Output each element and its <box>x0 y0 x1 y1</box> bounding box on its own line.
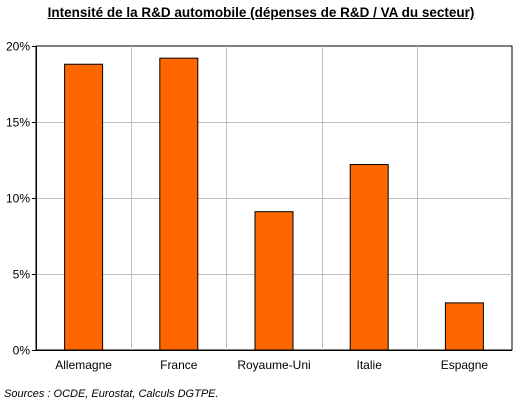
x-tick-label: Espagne <box>441 358 489 372</box>
bar-france <box>159 57 199 351</box>
x-tick-label: France <box>160 358 198 372</box>
source-note: Sources : OCDE, Eurostat, Calculs DGTPE. <box>4 388 219 400</box>
y-tick-label: 0% <box>13 344 31 358</box>
bar-espagne <box>444 302 484 351</box>
chart-title: Intensité de la R&D automobile (dépenses… <box>47 5 475 20</box>
y-tick-label: 20% <box>6 40 30 54</box>
bar-italie <box>349 164 389 351</box>
x-tick-label: Italie <box>357 358 383 372</box>
bar-allemagne <box>64 63 104 351</box>
y-tick-label: 10% <box>6 192 30 206</box>
y-tick-label: 15% <box>6 116 30 130</box>
y-tick-label: 5% <box>13 268 31 282</box>
x-tick-label: Allemagne <box>55 358 112 372</box>
bar-royaume-uni <box>254 211 294 351</box>
x-tick-label: Royaume-Uni <box>237 358 310 372</box>
